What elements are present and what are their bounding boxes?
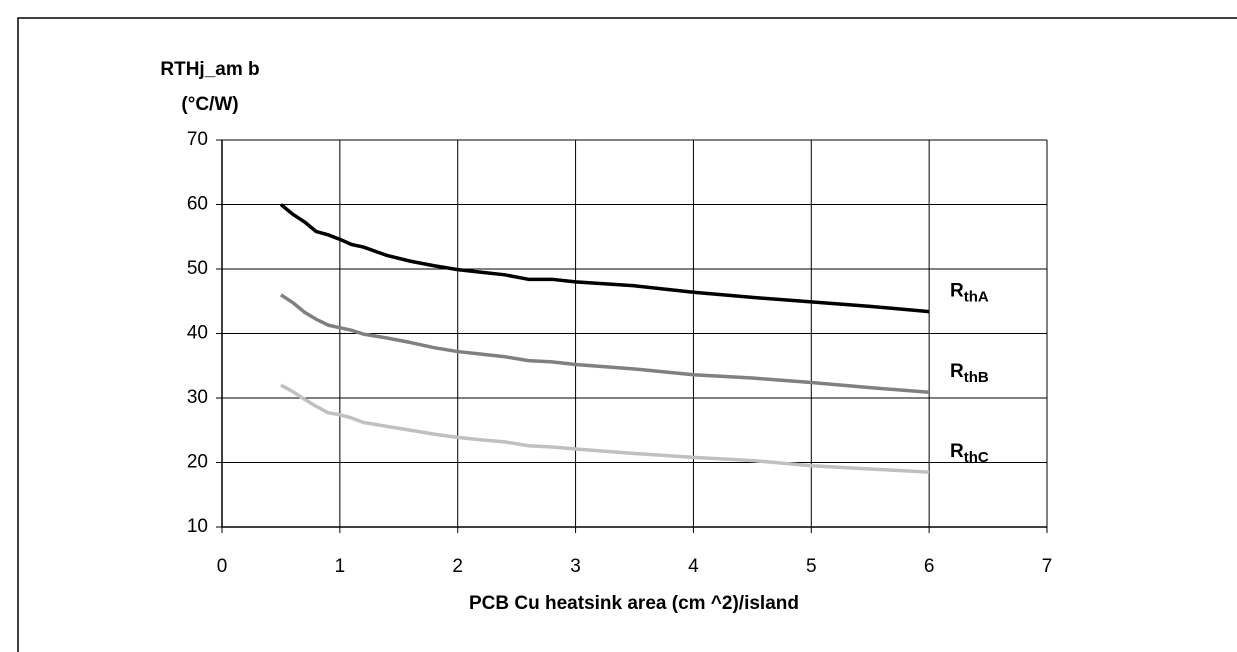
x-tick-label: 7 [1042, 556, 1053, 577]
series-line [279, 293, 930, 394]
y-tick-label: 60 [187, 194, 208, 215]
series-line [279, 203, 930, 314]
x-tick-label: 1 [335, 556, 346, 577]
series-label-base: R [950, 441, 964, 462]
y-tick-label: 10 [187, 516, 208, 537]
y-tick-label: 40 [187, 323, 208, 344]
series-label-sub: thB [964, 369, 989, 386]
y-tick-label: 70 [187, 129, 208, 150]
frame [17, 17, 1237, 652]
x-tick-label: 5 [806, 556, 817, 577]
series-label-sub: thA [964, 289, 989, 306]
series-label: RthC [950, 441, 989, 466]
x-tick-label: 3 [570, 556, 581, 577]
series-label-base: R [950, 281, 964, 302]
series-label-sub: thC [964, 449, 989, 466]
x-tick-label: 4 [688, 556, 699, 577]
x-axis-title: PCB Cu heatsink area (cm ^2)/island [469, 593, 799, 614]
y-axis-title: RTHj_am b [160, 59, 259, 80]
x-tick-label: 2 [452, 556, 463, 577]
series-label: RthA [950, 281, 989, 306]
y-tick-label: 20 [187, 452, 208, 473]
x-tick-label: 6 [924, 556, 935, 577]
series-label-base: R [950, 361, 964, 382]
y-tick-label: 50 [187, 258, 208, 279]
series-label: RthB [950, 361, 989, 386]
series-line [280, 383, 930, 474]
y-axis-unit: (°C/W) [181, 94, 238, 115]
x-tick-label: 0 [217, 556, 228, 577]
y-tick-label: 30 [187, 387, 208, 408]
